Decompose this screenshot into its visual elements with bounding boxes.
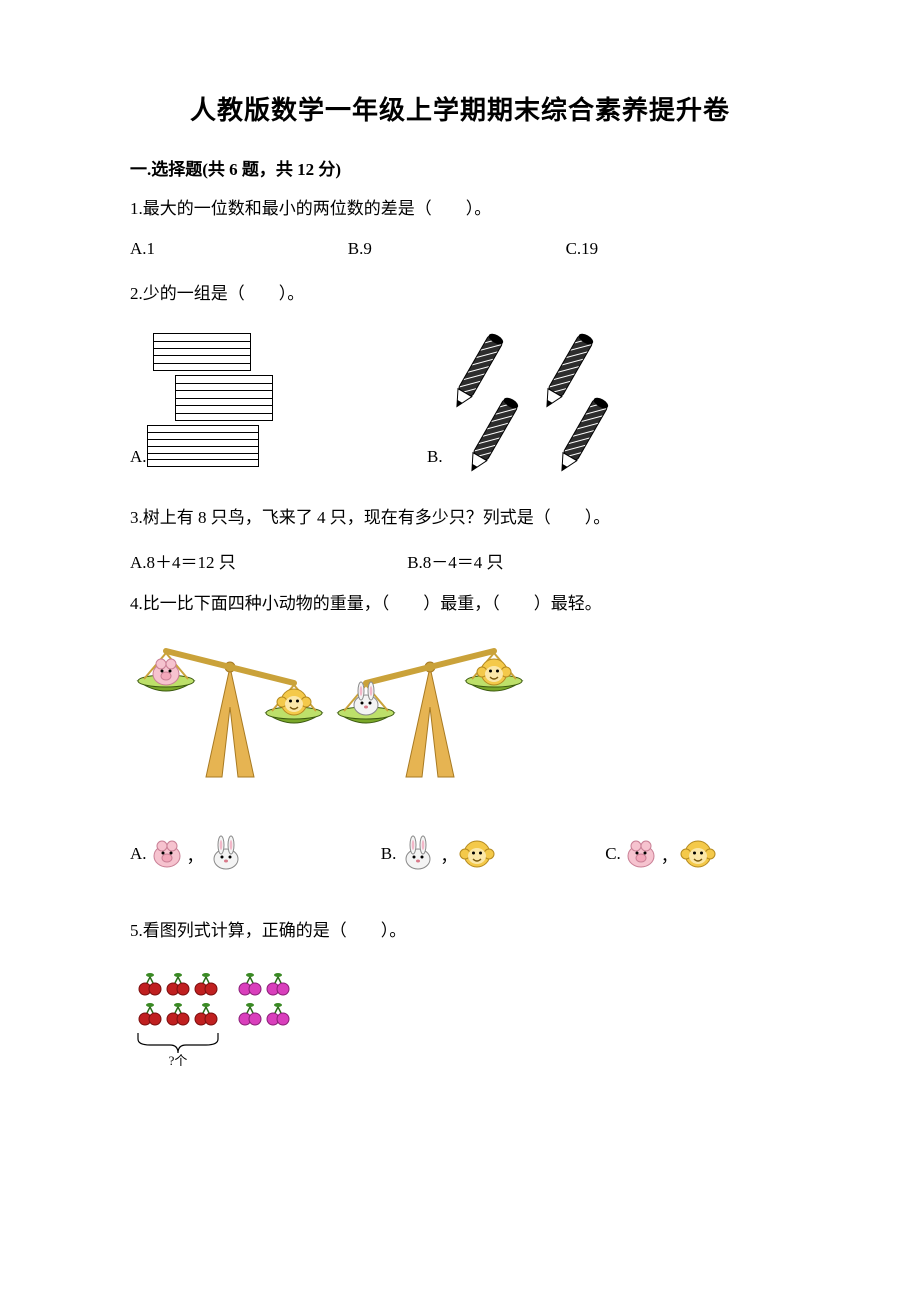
comma: ， xyxy=(440,842,457,867)
q4-text: 4.比一比下面四种小动物的重量，（ ）最重，（ ）最轻。 xyxy=(130,589,790,620)
q2-a-label: A. xyxy=(130,447,147,467)
comma: ， xyxy=(661,842,678,867)
q2-option-a: A. xyxy=(130,333,427,467)
q4-option-b: B. ， xyxy=(381,832,605,876)
q2-b-label: B. xyxy=(427,447,443,467)
ruled-paper-icon xyxy=(153,333,251,371)
q4-figure xyxy=(130,637,790,802)
q5-figure: ?个 xyxy=(130,967,790,1072)
q2-option-b: B. xyxy=(427,327,649,467)
ruled-paper-icon xyxy=(175,375,273,421)
q3-text: 3.树上有 8 只鸟，飞来了 4 只，现在有多少只？列式是（ ）。 xyxy=(130,503,790,534)
section-1-header: 一.选择题(共 6 题，共 12 分) xyxy=(130,155,790,180)
q4-option-a: A. ， xyxy=(130,832,381,876)
q1-option-a: A.1 xyxy=(130,239,348,259)
q4-c-label: C. xyxy=(605,844,621,864)
ruled-paper-icon xyxy=(147,425,259,467)
q3-option-a: A.8＋4＝12 只 xyxy=(130,548,407,573)
q3-option-b: B.8－4＝4 只 xyxy=(407,548,503,573)
q1-text: 1.最大的一位数和最小的两位数的差是（ ）。 xyxy=(130,194,790,225)
q4-b-label: B. xyxy=(381,844,397,864)
page: 人教版数学一年级上学期期末综合素养提升卷 一.选择题(共 6 题，共 12 分)… xyxy=(0,0,920,1142)
pencils-group xyxy=(449,327,649,467)
q4-option-c: C. ， xyxy=(605,836,790,872)
q2-text: 2.少的一组是（ ）。 xyxy=(130,279,790,310)
page-title: 人教版数学一年级上学期期末综合素养提升卷 xyxy=(130,90,790,127)
q5-text: 5.看图列式计算，正确的是（ ）。 xyxy=(130,916,790,947)
q1-option-c: C.19 xyxy=(566,239,784,259)
q2-options: A. B. xyxy=(130,327,790,467)
q5-brace-label: ?个 xyxy=(169,1053,188,1067)
q4-a-label: A. xyxy=(130,844,147,864)
q3-options: A.8＋4＝12 只 B.8－4＝4 只 xyxy=(130,548,790,573)
comma: ， xyxy=(187,842,204,867)
q1-options: A.1 B.9 C.19 xyxy=(130,239,790,259)
ruled-paper-stack xyxy=(153,333,273,467)
q1-option-b: B.9 xyxy=(348,239,566,259)
q4-options: A. ， B. ， C. ， xyxy=(130,832,790,876)
